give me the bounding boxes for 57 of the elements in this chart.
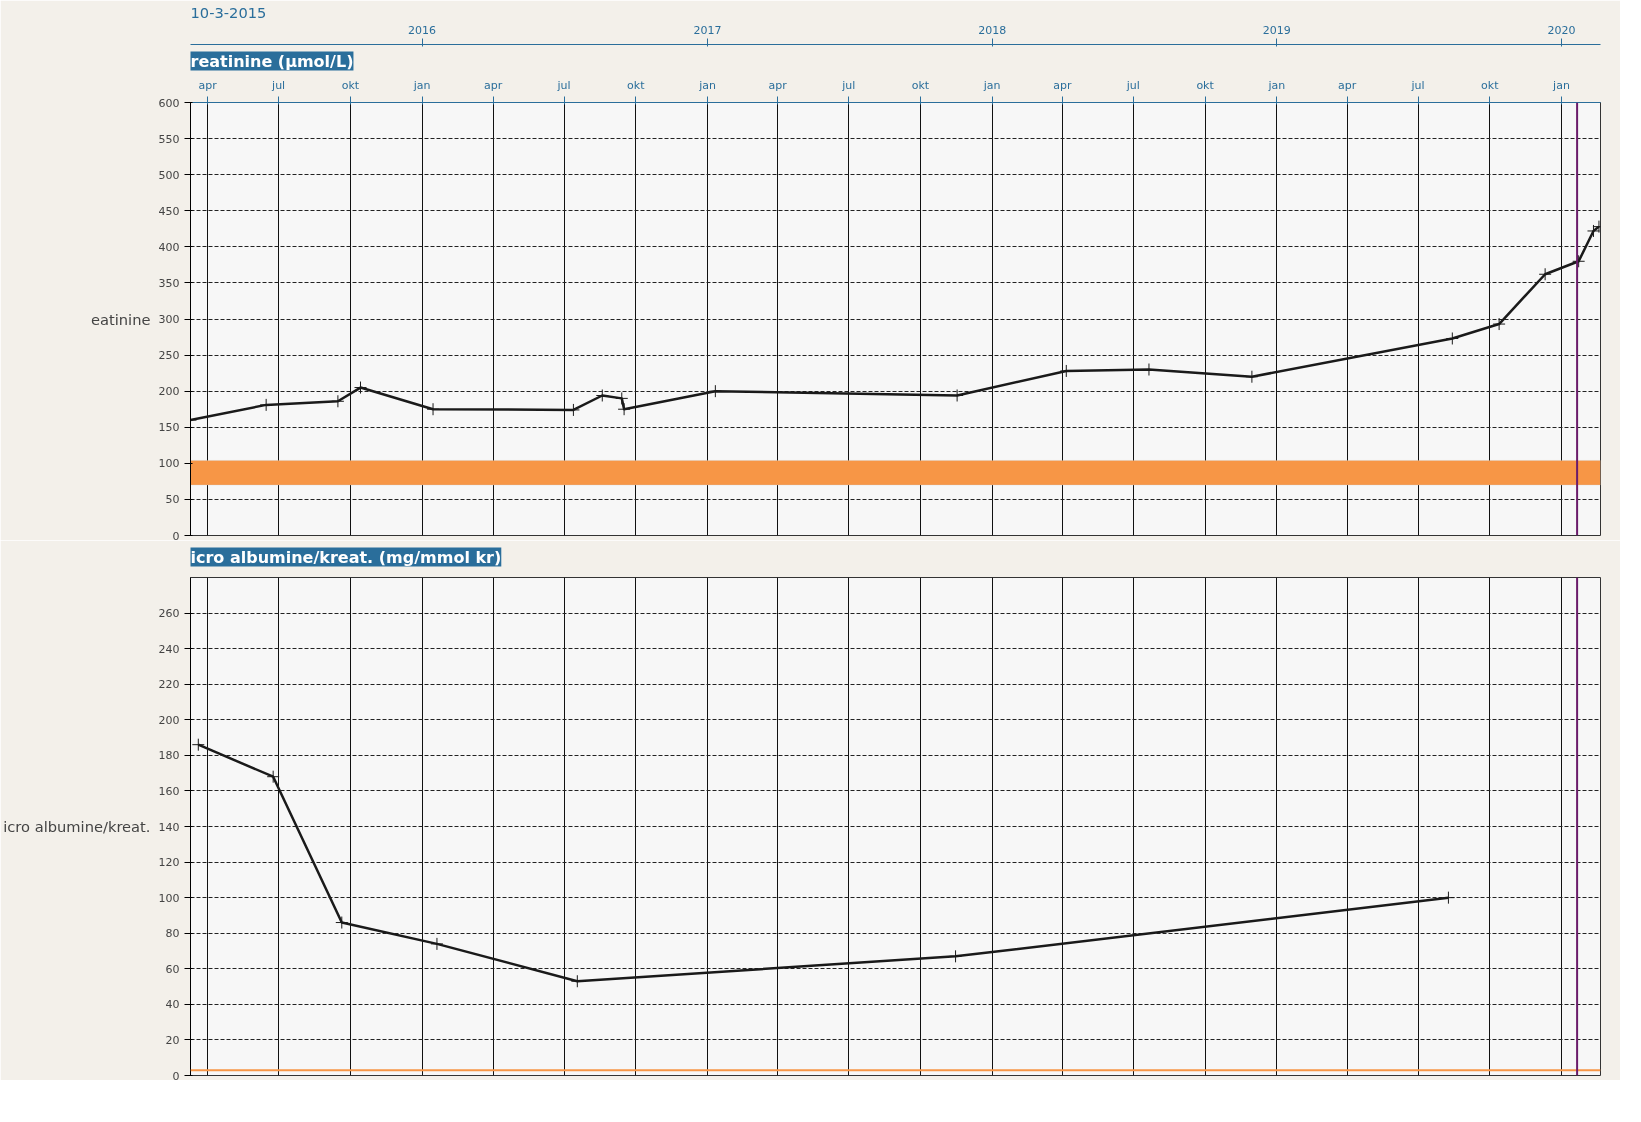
y-tick-label: 260: [158, 607, 180, 621]
y-axis-title: icro albumine/kreat.: [3, 818, 151, 835]
y-axis-title: eatinine: [91, 310, 151, 328]
x-tick-label: jul: [841, 78, 856, 92]
x-tick-label: okt: [1481, 78, 1500, 92]
y-tick-label: 40: [165, 998, 180, 1012]
y-tick-label: 120: [158, 856, 180, 870]
y-tick-label: 300: [158, 313, 180, 326]
x2-tick-label: 2019: [1262, 23, 1291, 37]
y-tick-label: 600: [158, 96, 180, 110]
y-tick-label: 450: [158, 204, 180, 218]
x2-tick-label: 2016: [408, 23, 437, 37]
x-tick-label: okt: [627, 78, 646, 92]
y-tick-label: 200: [158, 713, 180, 727]
y-tick-label: 140: [158, 820, 180, 834]
y-tick-label: 350: [158, 276, 180, 290]
x-tick-label: jan: [698, 78, 716, 92]
x-tick-label: okt: [1196, 78, 1215, 92]
y-tick-label: 50: [165, 493, 180, 507]
x-tick-label: apr: [198, 78, 218, 92]
y-tick-label: 80: [165, 927, 180, 941]
y-tick-label: 100: [158, 891, 180, 905]
x-tick-label: jul: [556, 78, 571, 92]
y-tick-label: 60: [165, 962, 180, 976]
x-tick-label: jul: [1410, 78, 1425, 92]
x-tick-label: jan: [982, 78, 1001, 92]
y-tick-label: 20: [165, 1033, 180, 1047]
x-tick-label: jul: [1125, 78, 1140, 92]
y-tick-label: 180: [158, 749, 180, 763]
y-tick-label: 150: [158, 421, 180, 435]
chart-title: reatinine (μmol/L): [190, 51, 354, 71]
x-tick-label: jan: [1552, 78, 1570, 92]
x2-tick-label: 2018: [978, 23, 1007, 37]
y-tick-label: 160: [158, 784, 180, 798]
y-tick-label: 250: [158, 349, 180, 363]
y-tick-label: 220: [158, 678, 180, 692]
x-tick-label: jul: [271, 78, 286, 92]
x-tick-label: apr: [1337, 78, 1357, 92]
y-tick-label: 240: [158, 642, 180, 656]
x-tick-label: apr: [1053, 78, 1072, 92]
x-tick-label: jan: [412, 78, 431, 92]
y-tick-label: 200: [158, 385, 180, 399]
x2-tick-label: 2020: [1547, 23, 1576, 37]
text: 10-3-2015: [190, 3, 267, 21]
x2-tick-label: 2017: [693, 23, 722, 37]
y-tick-label: 400: [158, 240, 180, 254]
x-tick-label: okt: [911, 78, 930, 92]
x-tick-label: apr: [483, 78, 503, 92]
x-tick-label: jan: [1267, 78, 1286, 92]
y-tick-label: 100: [158, 457, 180, 471]
chart-title: icro albumine/kreat. (mg/mmol kr): [190, 547, 502, 567]
y-tick-label: 550: [158, 132, 180, 146]
y-tick-label: 0: [172, 1069, 180, 1083]
x-tick-label: apr: [768, 78, 788, 92]
y-tick-label: 500: [158, 168, 180, 182]
x-tick-label: okt: [341, 78, 360, 92]
y-tick-label: 0: [172, 529, 180, 543]
